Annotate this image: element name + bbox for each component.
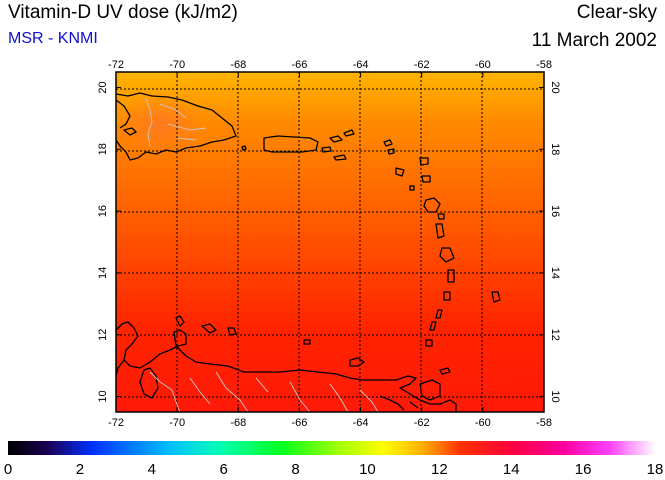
lon-tick-label-top: -60 <box>475 59 491 71</box>
lon-tick-label-top: -62 <box>414 59 430 71</box>
lon-tick-label-bottom: -68 <box>230 417 246 429</box>
bonaire <box>227 327 237 336</box>
lon-tick-label-top: -72 <box>108 59 124 71</box>
date-label: 11 March 2002 <box>531 30 657 51</box>
virgin-islands <box>329 129 355 143</box>
st-martin <box>387 148 395 155</box>
grenadines <box>429 309 443 331</box>
lat-tick-label-left: 16 <box>97 205 109 217</box>
hispaniola-dose-anomaly <box>115 95 205 155</box>
lat-tick-label-left: 12 <box>97 329 109 341</box>
lon-tick-label-bottom: -72 <box>108 417 124 429</box>
st-lucia <box>447 269 455 283</box>
hispaniola-coast <box>115 92 237 161</box>
st-croix <box>333 154 347 161</box>
country-borders <box>145 97 379 413</box>
colorbar <box>8 441 655 455</box>
colorbar-ticks: 0 2 4 6 8 10 12 14 16 18 <box>4 461 664 478</box>
anguilla <box>383 139 393 147</box>
lat-tick-label-right: 14 <box>549 267 561 279</box>
lon-tick-label-bottom: -70 <box>169 417 185 429</box>
lat-tick-label-left: 10 <box>97 390 109 402</box>
coastlines <box>115 92 501 412</box>
lon-tick-label-top: -66 <box>291 59 307 71</box>
orinoco-delta <box>379 395 419 411</box>
guadeloupe <box>423 197 441 213</box>
lat-ticks-left: 10 12 14 16 18 20 <box>97 81 121 403</box>
lat-tick-label-right: 12 <box>549 329 561 341</box>
aruba <box>175 315 185 327</box>
sky-condition-label: Clear-sky <box>576 2 657 23</box>
map-frame <box>115 71 545 413</box>
st-kitts <box>395 167 405 177</box>
colorbar-tick-label: 10 <box>359 461 376 478</box>
margarita <box>349 357 365 367</box>
dr-provinces <box>159 103 207 141</box>
puerto-rico-coast <box>263 135 319 153</box>
data-source-label: MSR - KNMI <box>8 30 98 47</box>
maracaibo-lake <box>139 367 159 399</box>
barbuda <box>419 157 429 166</box>
hispaniola-north-coast <box>115 99 131 129</box>
colorbar-tick-label: 6 <box>219 461 227 478</box>
marie-galante <box>437 213 445 220</box>
lon-tick-label-bottom: -62 <box>414 417 430 429</box>
gridlines <box>116 72 544 412</box>
tobago <box>439 367 451 375</box>
lat-tick-label-left: 18 <box>97 143 109 155</box>
lon-tick-label-bottom: -60 <box>475 417 491 429</box>
montserrat <box>409 185 415 191</box>
gonave-island <box>123 127 137 136</box>
barbados <box>491 291 501 303</box>
lon-tick-label-top: -70 <box>169 59 185 71</box>
lon-tick-label-top: -64 <box>353 59 369 71</box>
lat-ticks-right: 10 12 14 16 18 20 <box>539 81 561 403</box>
lon-tick-label-bottom: -58 <box>536 417 552 429</box>
st-vincent <box>443 291 451 301</box>
lon-ticks-top: -72 -70 -68 -66 -64 -62 -60 -58 <box>108 59 552 77</box>
colorbar-tick-label: 8 <box>291 461 299 478</box>
lon-tick-label-top: -58 <box>536 59 552 71</box>
colorbar-tick-label: 16 <box>575 461 592 478</box>
lon-ticks-bottom: -72 -70 -68 -66 -64 -62 -60 -58 <box>108 407 552 429</box>
map-title: Vitamin-D UV dose (kJ/m2) <box>8 2 238 23</box>
tortuga <box>303 339 311 345</box>
curacao <box>201 323 217 334</box>
martinique <box>439 247 455 263</box>
lat-tick-label-right: 10 <box>549 390 561 402</box>
colombia-venezuela-border <box>149 371 181 413</box>
colorbar-tick-label: 12 <box>431 461 448 478</box>
lat-tick-label-right: 20 <box>549 81 561 93</box>
colorbar-tick-label: 4 <box>148 461 156 478</box>
haiti-dr-border <box>145 97 153 147</box>
colorbar-tick-label: 14 <box>503 461 520 478</box>
lon-tick-label-bottom: -64 <box>353 417 369 429</box>
lat-tick-label-left: 14 <box>97 267 109 279</box>
trinidad <box>419 379 441 401</box>
colorbar-tick-label: 18 <box>647 461 664 478</box>
lon-tick-label-top: -68 <box>230 59 246 71</box>
vieques-island <box>321 146 332 153</box>
dominica <box>435 223 445 239</box>
antigua <box>421 175 431 183</box>
grenada <box>425 339 433 347</box>
venezuela-states <box>189 371 379 413</box>
mona-island <box>241 145 247 151</box>
lat-tick-label-right: 16 <box>549 205 561 217</box>
colorbar-tick-label: 0 <box>4 461 12 478</box>
south-america-coast <box>115 321 457 412</box>
lat-tick-label-right: 18 <box>549 143 561 155</box>
lat-tick-label-left: 20 <box>97 81 109 93</box>
lon-tick-label-bottom: -66 <box>291 417 307 429</box>
colorbar-tick-label: 2 <box>76 461 84 478</box>
